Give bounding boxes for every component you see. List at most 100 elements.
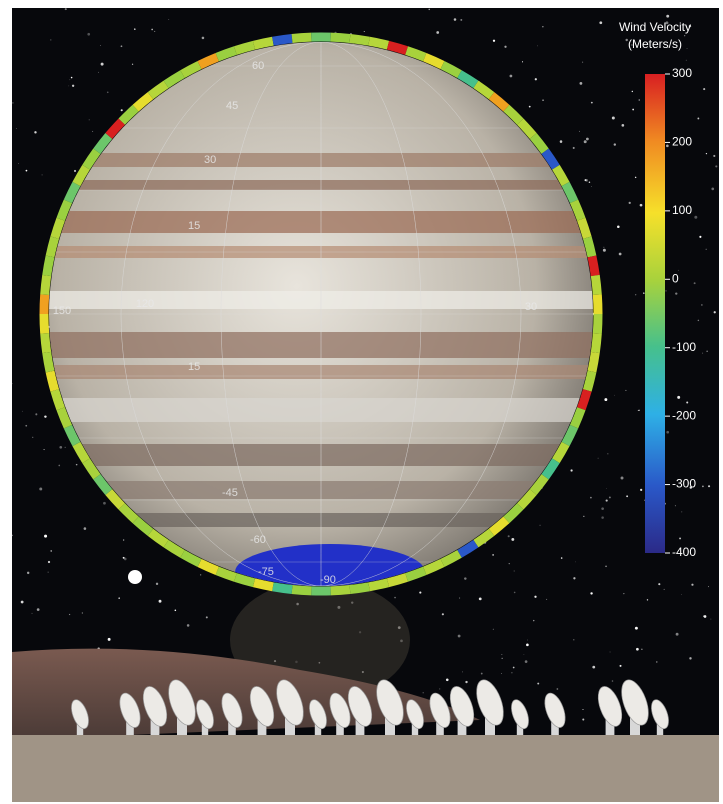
antenna-base [485, 712, 495, 735]
ring-segment [39, 294, 50, 315]
star [68, 85, 70, 87]
ring-segment [488, 92, 510, 112]
antenna-dish [544, 692, 566, 728]
antenna-dish [276, 679, 304, 726]
star [155, 582, 159, 586]
ring-segment [50, 389, 65, 411]
star [640, 488, 643, 492]
band [49, 365, 593, 379]
star [573, 577, 576, 580]
ring-segment [291, 32, 312, 43]
ring-segment [72, 164, 90, 187]
ring-segment [39, 313, 50, 334]
star [590, 592, 593, 595]
ring-segment [457, 70, 479, 89]
antenna-base [177, 712, 187, 735]
band [49, 153, 593, 167]
ring-segment [561, 424, 579, 447]
antenna-base [630, 712, 640, 735]
ring-segment [349, 582, 370, 594]
antenna-base [336, 717, 344, 735]
latitude-label: 45 [226, 100, 238, 112]
star [75, 463, 78, 466]
star [609, 651, 611, 653]
star [460, 18, 463, 21]
latitude-label: 60 [252, 60, 264, 72]
star [597, 457, 599, 459]
star [666, 430, 670, 434]
star [631, 44, 633, 46]
ring-segment [252, 578, 274, 592]
star [492, 628, 494, 630]
star [154, 30, 156, 32]
star [621, 124, 625, 127]
star [512, 666, 515, 669]
colorbar-tick-label: 100 [672, 203, 692, 217]
ring-segment [180, 549, 202, 568]
star [478, 597, 482, 601]
star [504, 45, 507, 48]
star [200, 574, 202, 576]
ring-segment [577, 217, 592, 239]
ring-segment [503, 104, 524, 125]
star [703, 615, 707, 618]
colorbar-tick-label: 200 [672, 135, 692, 149]
antenna-base [76, 720, 84, 735]
ring-segment [440, 549, 462, 568]
star [619, 664, 622, 667]
star [691, 583, 694, 586]
ring-segment [517, 489, 537, 510]
star [492, 39, 496, 42]
star [703, 615, 705, 617]
star [186, 624, 190, 627]
star [706, 350, 708, 352]
ring-segment [330, 32, 351, 43]
star [699, 235, 702, 238]
star [513, 570, 515, 572]
star [528, 105, 531, 108]
star [582, 718, 585, 721]
ring-segment [386, 40, 408, 55]
ring-segment [517, 118, 537, 139]
ring-segment [272, 582, 293, 594]
ring-segment [93, 474, 113, 495]
star [100, 45, 101, 46]
star [632, 108, 635, 111]
ring-segment [473, 80, 495, 100]
star [573, 639, 575, 641]
ring-segment [590, 274, 602, 296]
antenna-dish [168, 679, 196, 726]
latitude-label: -90 [320, 574, 336, 586]
star [713, 154, 716, 158]
star [590, 101, 593, 104]
ring-segment [234, 40, 256, 55]
star [635, 294, 637, 296]
star [689, 657, 692, 660]
star [107, 637, 111, 641]
star [158, 599, 162, 603]
star [584, 179, 587, 182]
band [49, 444, 593, 466]
star [607, 453, 609, 455]
ring-segment [132, 92, 154, 112]
star [694, 215, 698, 219]
ground [12, 735, 719, 802]
ring-segment [163, 70, 185, 89]
star [394, 596, 396, 599]
star [131, 63, 134, 65]
ring-segment [541, 148, 560, 170]
star [174, 609, 177, 612]
star [611, 116, 615, 120]
star [686, 401, 689, 404]
ring-segment [473, 528, 495, 548]
ring-segment [50, 217, 65, 239]
ring-segment [105, 489, 125, 510]
antenna-dish [651, 699, 669, 730]
star [685, 59, 687, 61]
star [508, 562, 510, 565]
star [12, 102, 14, 104]
star [527, 639, 528, 641]
star [710, 618, 712, 620]
star [69, 79, 71, 81]
